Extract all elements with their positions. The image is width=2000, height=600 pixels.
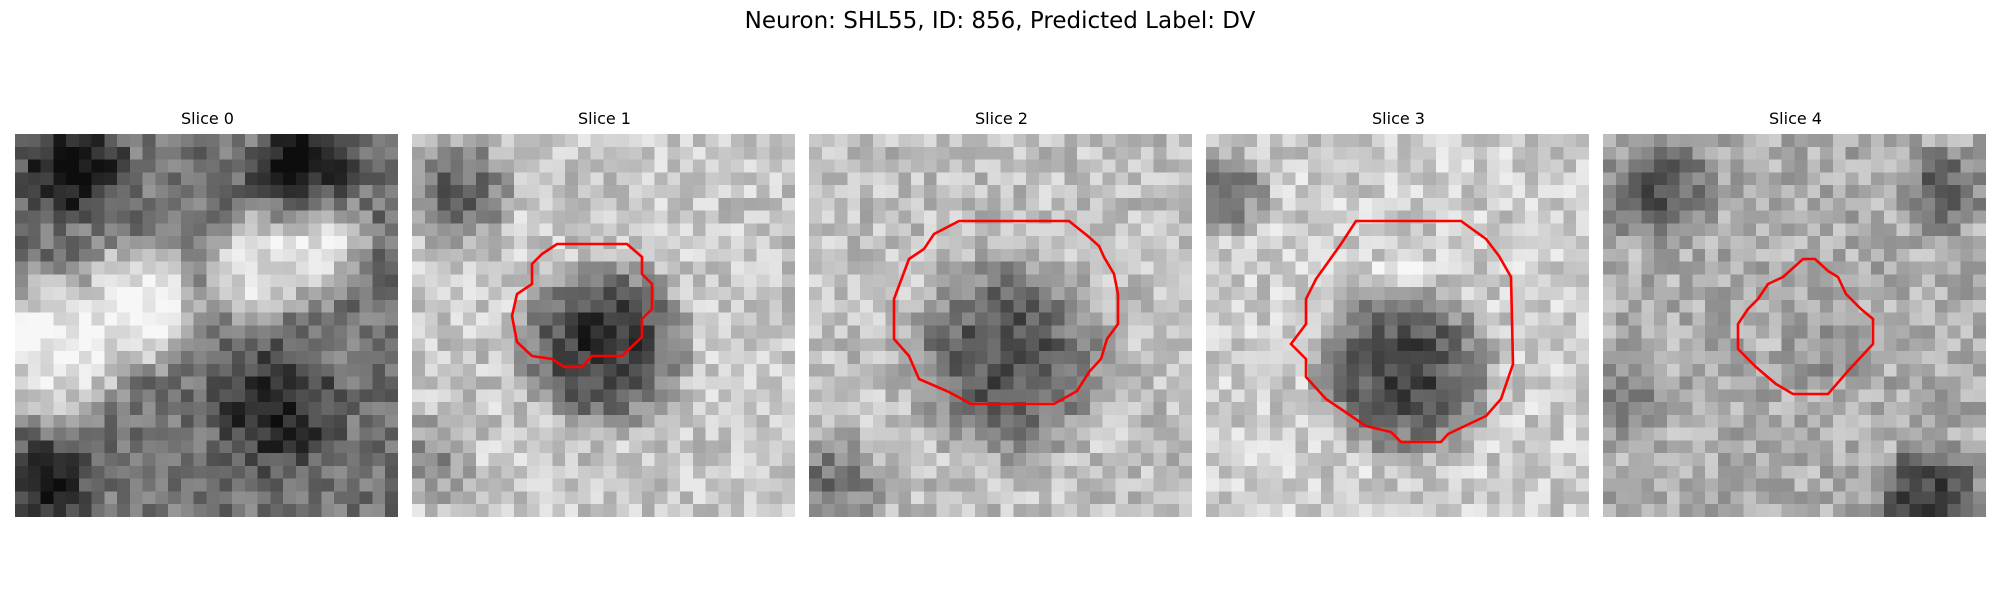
slice-title: Slice 3: [1372, 109, 1425, 128]
slice-panel-3: Slice 3: [1206, 104, 1591, 517]
slice-image: [809, 134, 1192, 517]
figure-title: Neuron: SHL55, ID: 856, Predicted Label:…: [744, 8, 1256, 34]
slice-image: [1603, 134, 1986, 517]
slice-title: Slice 1: [578, 109, 631, 128]
slice-panel-0: Slice 0: [15, 104, 400, 517]
slice-image: [1206, 134, 1589, 517]
slice-panel-2: Slice 2: [809, 104, 1194, 517]
slice-image: [412, 134, 795, 517]
slice-panel-4: Slice 4: [1603, 104, 1988, 517]
slice-panel-1: Slice 1: [412, 104, 797, 517]
slice-title: Slice 2: [975, 109, 1028, 128]
slice-image: [15, 134, 398, 517]
slice-title: Slice 4: [1769, 109, 1822, 128]
slice-title: Slice 0: [181, 109, 234, 128]
